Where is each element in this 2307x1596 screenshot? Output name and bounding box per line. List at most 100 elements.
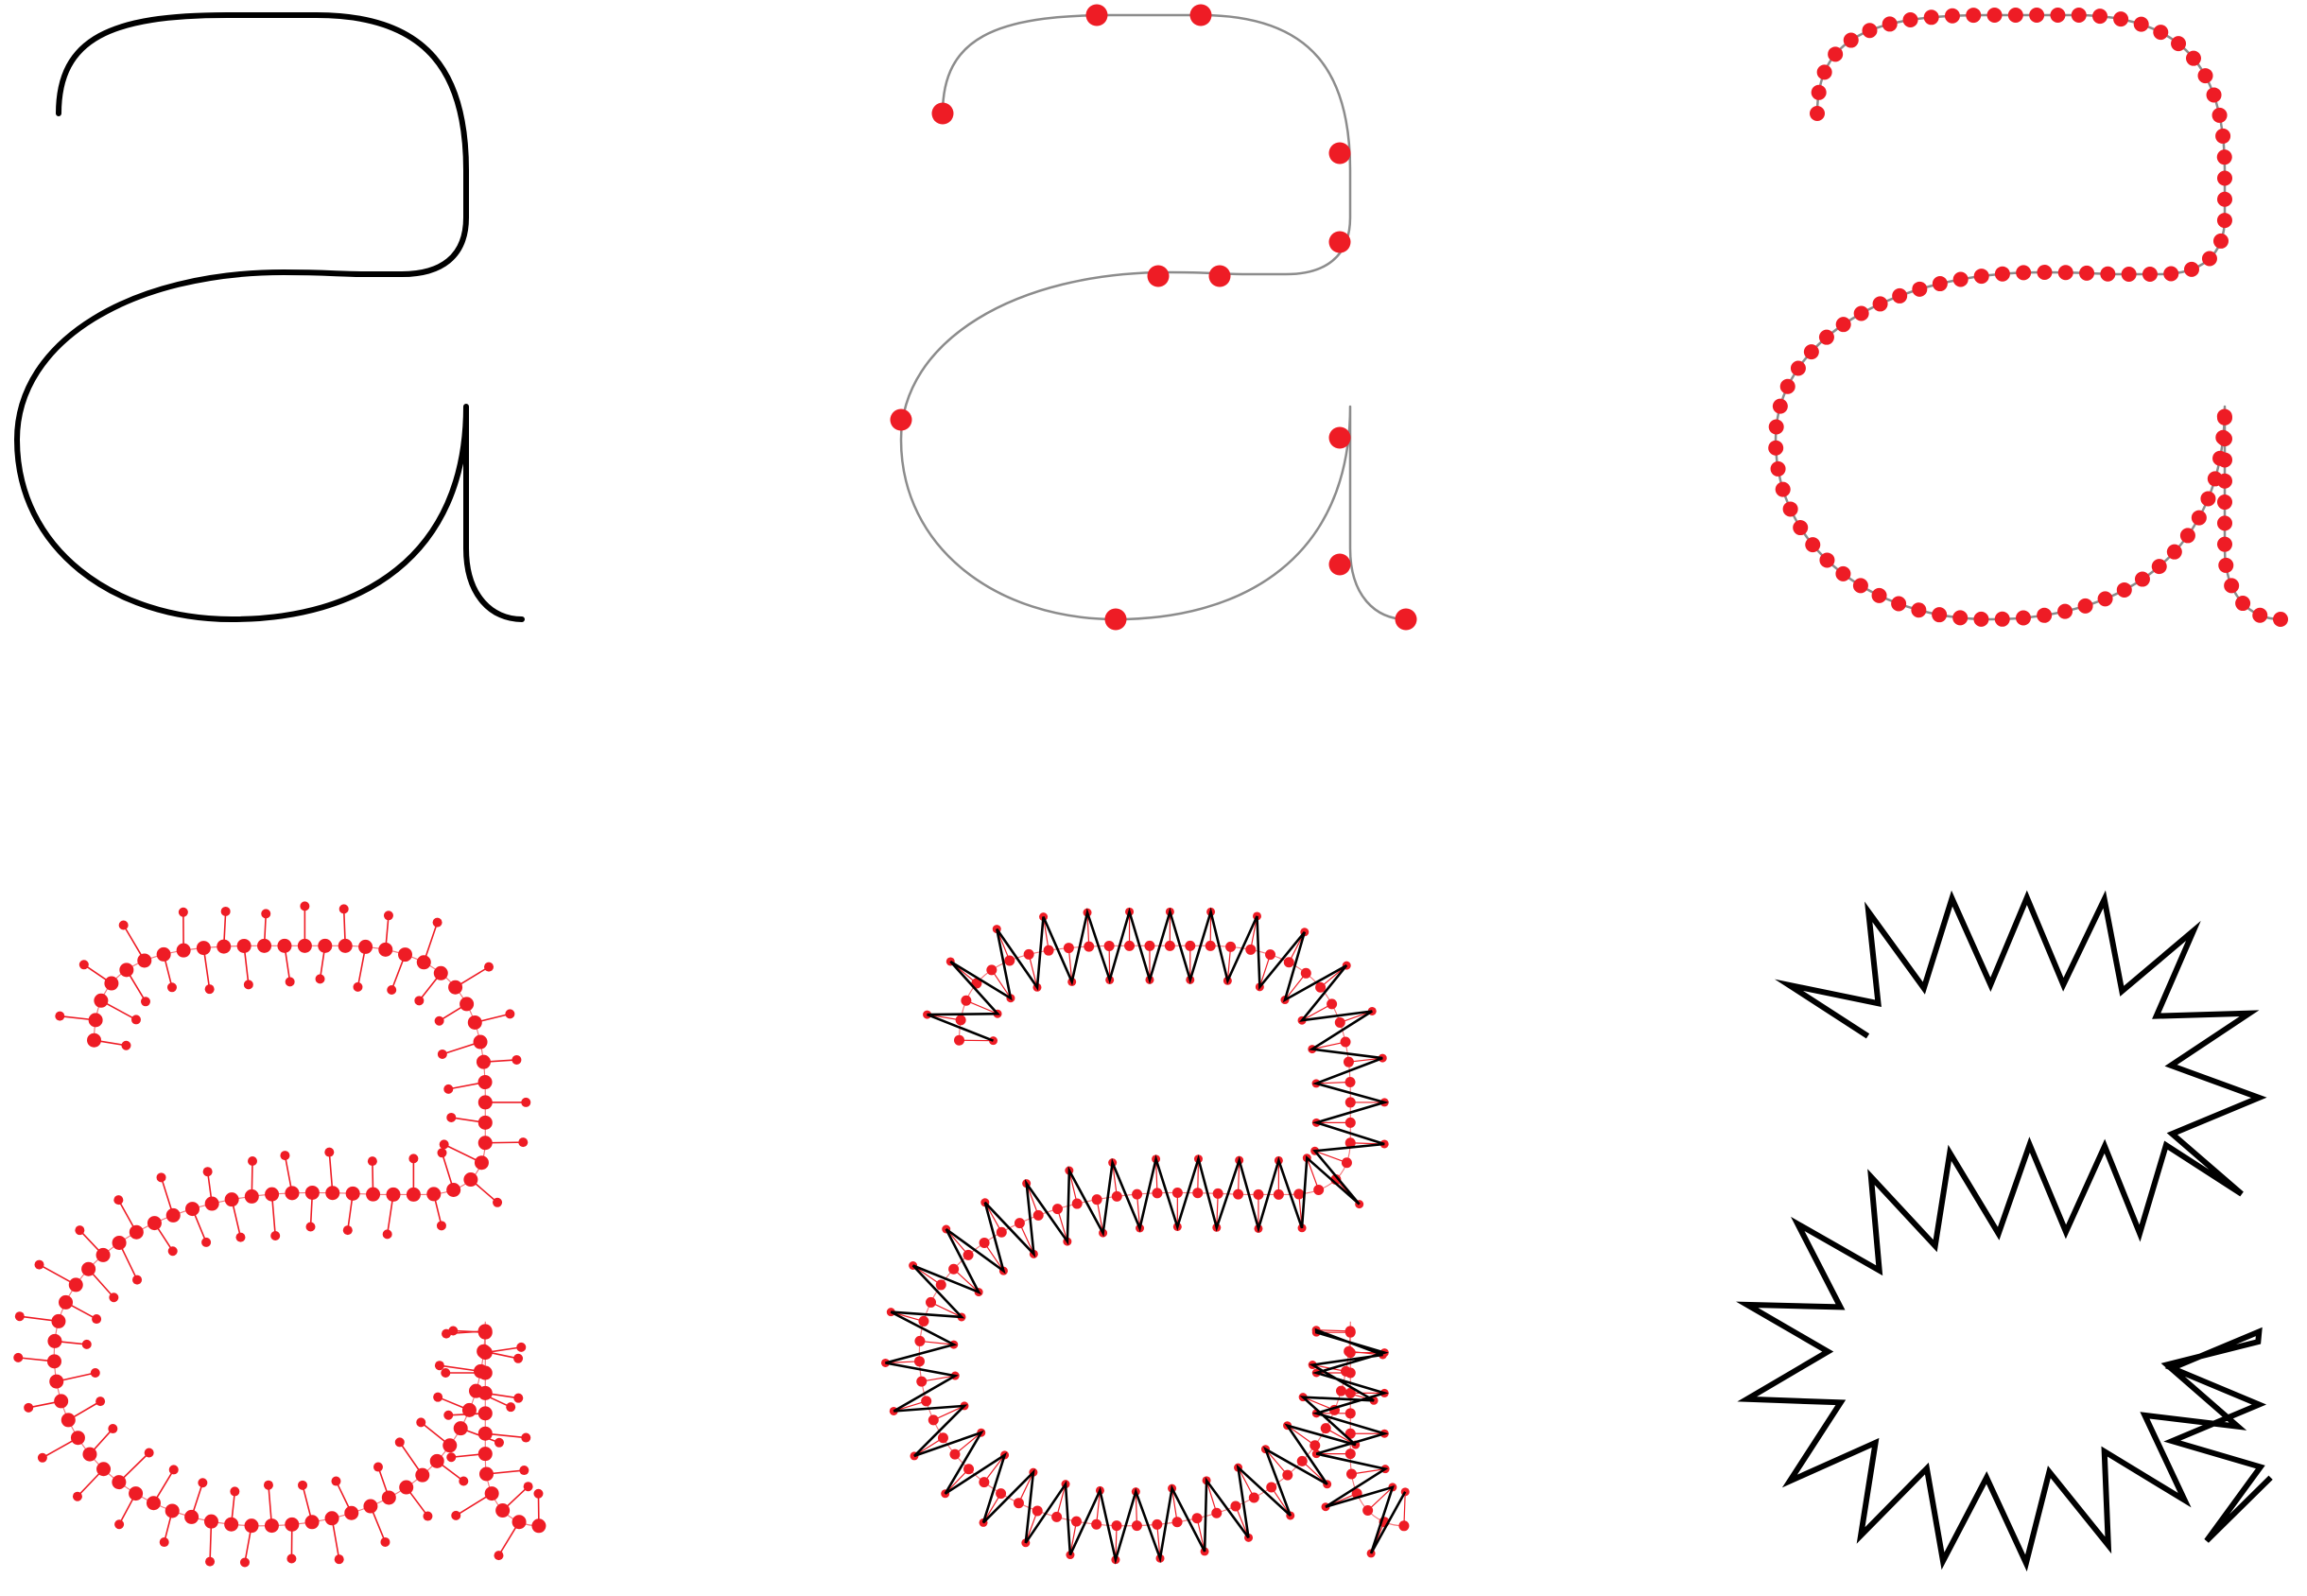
resampled-point <box>1902 12 1918 28</box>
normal-spoke <box>1271 1486 1292 1517</box>
sample-point <box>156 946 171 962</box>
sample-point <box>185 1202 200 1217</box>
offset-point <box>533 1488 544 1499</box>
resampled-point <box>2016 610 2032 626</box>
sample-point <box>345 1186 360 1201</box>
offset-point <box>248 1155 258 1166</box>
offset-point <box>198 1478 208 1488</box>
normal-spoke <box>1265 1449 1289 1476</box>
sample-point <box>1283 957 1294 968</box>
anchor-point <box>1147 265 1170 287</box>
sample-point <box>429 1453 444 1468</box>
anchor-point <box>1328 142 1351 165</box>
offset-point <box>342 1225 353 1236</box>
sample-point <box>416 955 431 970</box>
anchor-point <box>1328 231 1351 253</box>
sample-point <box>1212 1188 1223 1199</box>
resampled-point <box>2183 261 2199 277</box>
normal-spoke <box>1206 1480 1218 1514</box>
offset-point <box>37 1452 47 1463</box>
resampled-point <box>2215 128 2231 144</box>
resampled-point <box>2273 612 2288 627</box>
sample-point <box>51 1313 66 1328</box>
normal-spoke <box>1067 947 1073 982</box>
offset-point <box>113 1195 124 1206</box>
sample-point <box>1398 1520 1410 1532</box>
sample-point <box>378 942 393 957</box>
resampled-point <box>1768 419 1784 435</box>
sample-point <box>1230 1501 1241 1512</box>
sample-point <box>47 1333 62 1348</box>
offset-point <box>414 996 425 1006</box>
normal-spoke <box>1025 1510 1038 1543</box>
normal-spoke <box>1316 1081 1351 1084</box>
sample-point <box>224 1517 239 1532</box>
offset-point <box>353 981 363 992</box>
sample-point <box>1152 1188 1163 1199</box>
offset-point <box>166 982 177 993</box>
sample-point <box>1344 1137 1356 1149</box>
offset-point <box>75 1225 85 1236</box>
sample-point <box>1313 1185 1325 1196</box>
offset-point <box>90 1367 100 1378</box>
offset-point <box>239 1557 250 1568</box>
normal-spoke <box>1284 972 1307 1000</box>
sample-point <box>467 1015 482 1030</box>
resampled-point <box>1843 32 1859 48</box>
sample-point <box>203 1514 218 1529</box>
normal-spoke <box>1314 1150 1347 1164</box>
resampled-point <box>1932 276 1948 292</box>
sample-point <box>112 1475 127 1490</box>
offset-point <box>144 1448 154 1458</box>
sample-point <box>477 1385 493 1400</box>
sample-point <box>358 939 373 954</box>
resampled-point <box>1853 305 1869 321</box>
sample-point <box>46 1354 61 1369</box>
sample-point <box>477 1426 493 1441</box>
offset-point <box>448 1326 459 1336</box>
resampled-point <box>1835 317 1851 333</box>
sample-point <box>948 1263 960 1275</box>
normal-spoke <box>1017 1471 1034 1503</box>
normal-spoke <box>1115 1525 1118 1560</box>
sample-point <box>1063 943 1074 954</box>
resampled-point <box>2212 233 2229 249</box>
normal-spoke <box>1197 1158 1200 1193</box>
sample-point <box>928 1414 939 1426</box>
offset-point <box>446 1112 457 1122</box>
sample-point <box>963 1464 975 1475</box>
sample-point <box>366 1187 381 1202</box>
sample-point <box>477 1075 493 1090</box>
anchor-point <box>1328 426 1351 449</box>
resampled-point <box>1882 16 1898 32</box>
offset-point <box>235 1232 246 1242</box>
normal-spoke <box>1301 1460 1328 1485</box>
offset-point <box>521 1097 531 1107</box>
sample-point <box>119 963 134 978</box>
sample-point <box>1336 1385 1347 1396</box>
sample-point <box>61 1413 76 1428</box>
offset-point <box>261 909 271 919</box>
offset-point <box>178 907 188 917</box>
resampled-point <box>2050 8 2066 23</box>
normal-spoke <box>1136 1194 1141 1229</box>
resampled-point <box>2201 251 2217 267</box>
sample-point <box>94 993 109 1008</box>
sample-point <box>1004 955 1015 966</box>
resampled-point <box>2218 557 2234 573</box>
normal-spoke <box>953 1268 980 1293</box>
sample-point <box>165 1503 180 1518</box>
sample-point <box>1205 940 1216 951</box>
sample-point <box>477 1365 493 1380</box>
sample-point <box>1362 1505 1374 1517</box>
sample-point <box>1171 1517 1183 1528</box>
resampled-point <box>2216 213 2232 229</box>
sample-point <box>406 1187 421 1202</box>
sample-point <box>914 1335 926 1346</box>
resampled-point <box>1952 610 1969 626</box>
sample-point <box>1111 1520 1122 1532</box>
resampled-point <box>2200 491 2216 507</box>
sample-point <box>918 1315 929 1327</box>
sample-point <box>1340 1036 1351 1048</box>
